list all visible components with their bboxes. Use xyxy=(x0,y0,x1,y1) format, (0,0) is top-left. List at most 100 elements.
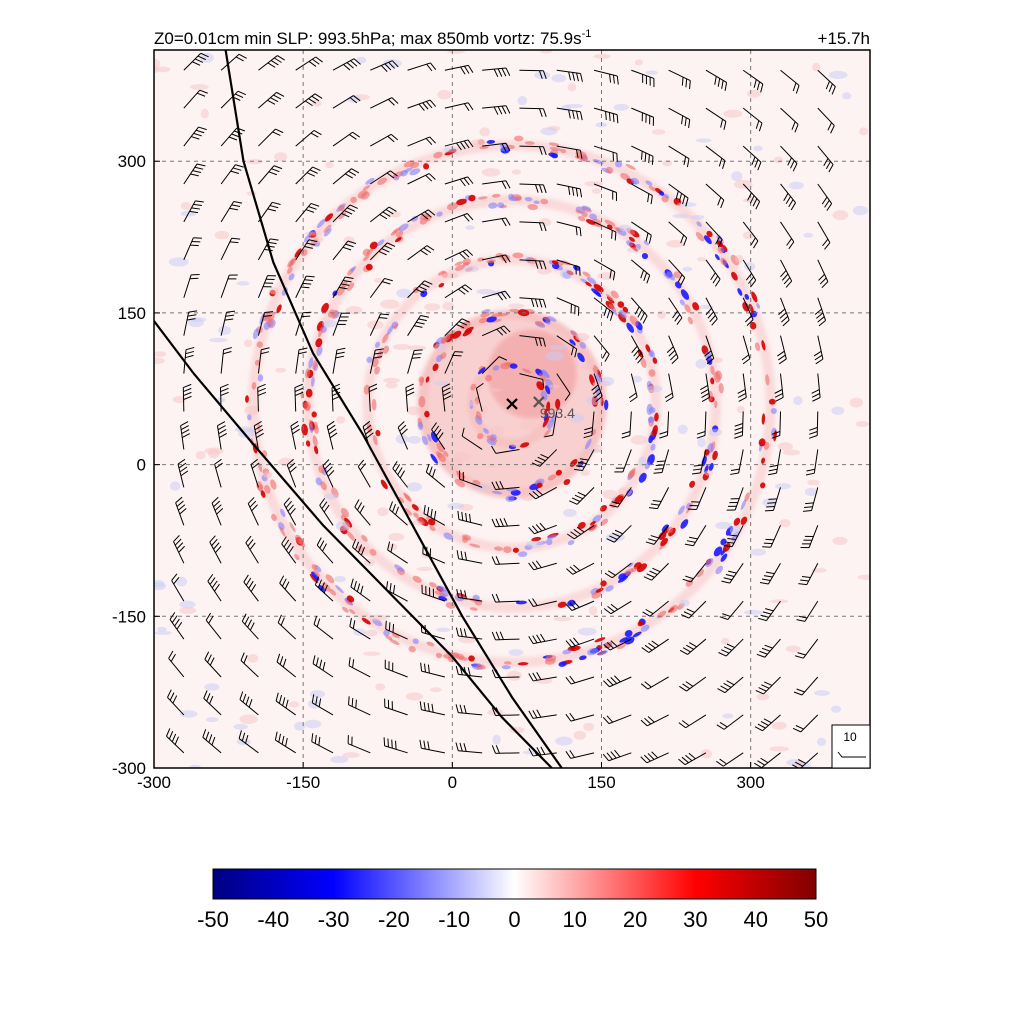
wind-barb xyxy=(407,315,430,336)
wind-barb xyxy=(357,459,371,488)
wind-barb xyxy=(220,383,229,412)
wind-barb xyxy=(682,562,707,583)
min-slp-label: 993.4 xyxy=(540,405,575,421)
wind-barb xyxy=(332,131,360,147)
wind-barb xyxy=(422,545,446,564)
wind-barb xyxy=(247,497,259,526)
wind-barb xyxy=(641,638,669,653)
wind-barb xyxy=(421,584,446,602)
title-exponent: -1 xyxy=(582,28,592,40)
wind-barb xyxy=(528,522,557,535)
wind-barb xyxy=(183,126,207,147)
wind-barb xyxy=(253,421,264,450)
y-tick-label-4: 300 xyxy=(118,152,146,171)
wind-barb xyxy=(817,221,831,250)
wind-barb xyxy=(314,576,334,602)
wind-barb xyxy=(332,312,350,336)
wind-barb xyxy=(295,347,308,374)
wind-barb xyxy=(295,93,323,109)
storm-center-marker xyxy=(506,398,518,410)
wind-barb xyxy=(407,209,436,223)
y-tick-label-1: -150 xyxy=(112,607,146,626)
wind-barb xyxy=(606,524,632,543)
wind-barb xyxy=(742,107,763,132)
wind-barb xyxy=(741,335,751,365)
wind-barb xyxy=(459,470,483,488)
wind-barb xyxy=(209,535,222,564)
wind-barb xyxy=(214,458,223,488)
forecast-time-label: +15.7h xyxy=(818,29,870,48)
wind-barb xyxy=(352,538,371,564)
wind-barb xyxy=(668,69,691,90)
wind-barb xyxy=(792,714,819,733)
wind-barb xyxy=(528,598,557,608)
wind-barb xyxy=(183,200,204,223)
wind-barb xyxy=(369,277,393,299)
wind-barb xyxy=(167,689,185,716)
wind-barb xyxy=(630,297,648,324)
wind-barb xyxy=(593,297,614,321)
wind-barb xyxy=(780,259,793,288)
wind-barb xyxy=(817,183,833,211)
wind-barb xyxy=(640,751,669,764)
wind-barb xyxy=(705,69,728,91)
wind-barb xyxy=(295,56,323,71)
wind-barb xyxy=(556,259,581,276)
wind-barb xyxy=(491,556,520,565)
wind-barb xyxy=(758,600,781,622)
wind-barb xyxy=(369,206,397,223)
wind-barb xyxy=(593,183,617,202)
wind-barb xyxy=(405,383,415,412)
wind-barb xyxy=(482,254,511,264)
wind-barb xyxy=(311,733,334,754)
wind-barb xyxy=(491,480,520,491)
wind-barb xyxy=(805,449,819,476)
wind-barb xyxy=(220,127,246,147)
wind-barb xyxy=(566,562,595,575)
wind-barb xyxy=(370,170,398,185)
wind-barb xyxy=(742,297,754,327)
wind-barb xyxy=(419,701,445,716)
wind-barb xyxy=(183,237,202,261)
colorbar-tick-label-0: -50 xyxy=(197,907,229,932)
wind-barb xyxy=(275,692,296,716)
plot-area: 993.4 10 xyxy=(153,49,871,769)
wind-barb xyxy=(183,273,200,298)
wind-barb xyxy=(684,525,707,547)
wind-barb xyxy=(420,623,446,640)
wind-barb xyxy=(241,613,259,640)
wind-barb xyxy=(482,105,511,115)
wind-barb xyxy=(332,204,358,223)
y-axis-ticks: -300 -150 0 150 300 xyxy=(112,152,160,778)
wind-barb xyxy=(444,102,474,112)
wind-barb xyxy=(220,237,241,261)
colorbar-tick-label-8: 30 xyxy=(683,907,707,932)
wind-barb xyxy=(220,164,244,185)
wind-barb xyxy=(519,145,547,156)
wind-barb xyxy=(455,704,483,716)
wind-barb xyxy=(668,259,686,286)
wind-barb xyxy=(593,69,619,85)
wind-barb xyxy=(645,524,670,545)
wind-barb xyxy=(277,614,297,640)
x-tick-label-3: 150 xyxy=(587,773,615,792)
wind-barb xyxy=(216,421,227,450)
wind-barb xyxy=(519,259,547,270)
wind-barb xyxy=(481,356,508,374)
wind-barb xyxy=(716,752,744,767)
wind-barb xyxy=(778,297,790,327)
wind-barb xyxy=(774,373,784,402)
x-tick-label-1: -150 xyxy=(286,773,320,792)
wind-barb xyxy=(491,707,520,716)
wind-barb xyxy=(794,638,819,659)
wind-barb xyxy=(203,690,222,716)
wind-barb xyxy=(556,373,571,401)
x-tick-label-4: 300 xyxy=(736,773,764,792)
wind-barb xyxy=(294,383,304,412)
wind-barb xyxy=(444,64,474,75)
wind-barb xyxy=(593,145,618,163)
wind-barb xyxy=(491,631,520,641)
wind-barb xyxy=(183,89,208,109)
wind-barb xyxy=(742,69,764,93)
